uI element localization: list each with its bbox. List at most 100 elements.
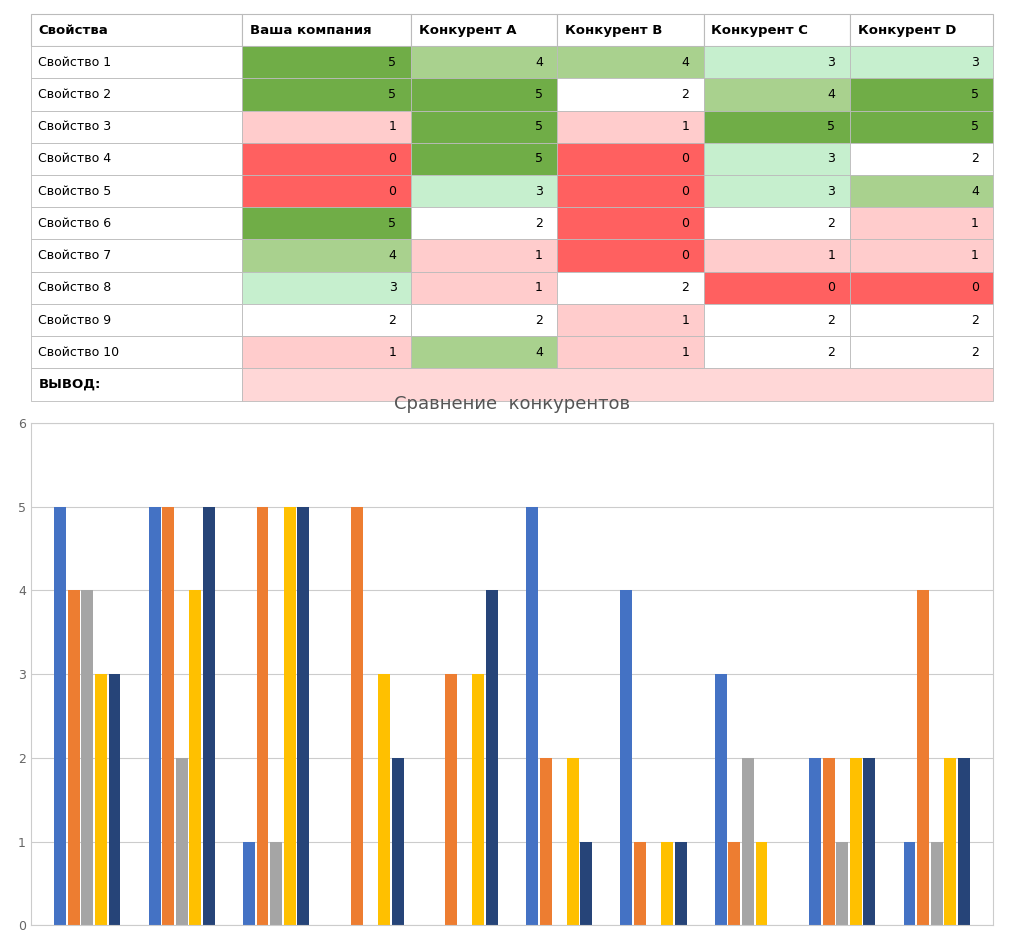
Text: 0: 0 — [681, 217, 689, 230]
Bar — [31, 239, 243, 272]
Bar — [863, 758, 876, 925]
Bar — [703, 175, 850, 207]
Text: 5: 5 — [535, 88, 543, 101]
Bar — [850, 239, 993, 272]
Bar — [31, 336, 243, 368]
Bar — [957, 758, 970, 925]
Bar — [472, 674, 484, 925]
Text: 5: 5 — [388, 88, 396, 101]
Bar — [918, 591, 929, 925]
Bar — [557, 14, 703, 46]
Text: Свойство 9: Свойство 9 — [39, 313, 112, 326]
Text: 5: 5 — [388, 217, 396, 230]
Text: Свойство 1: Свойство 1 — [39, 56, 112, 69]
Bar — [662, 842, 673, 925]
Text: Свойство 7: Свойство 7 — [39, 249, 112, 262]
Text: 2: 2 — [827, 313, 836, 326]
Bar — [411, 239, 557, 272]
Text: 1: 1 — [389, 346, 396, 359]
Bar — [703, 14, 850, 46]
Bar — [411, 304, 557, 336]
Text: 0: 0 — [681, 153, 689, 166]
Bar — [703, 78, 850, 111]
Text: Свойство 8: Свойство 8 — [39, 281, 112, 294]
Bar — [31, 207, 243, 239]
Bar — [742, 758, 754, 925]
Text: 5: 5 — [535, 120, 543, 133]
Bar — [850, 175, 993, 207]
Bar — [557, 336, 703, 368]
Bar — [445, 674, 457, 925]
Text: 1: 1 — [389, 120, 396, 133]
Text: 4: 4 — [827, 88, 836, 101]
Bar — [411, 143, 557, 175]
Text: 2: 2 — [971, 153, 979, 166]
Text: 1: 1 — [681, 120, 689, 133]
Bar — [703, 272, 850, 304]
Text: 4: 4 — [681, 56, 689, 69]
Bar — [557, 207, 703, 239]
Bar — [243, 207, 411, 239]
Bar — [756, 842, 768, 925]
Text: 0: 0 — [971, 281, 979, 294]
Bar — [297, 507, 309, 925]
Text: ВЫВОД:: ВЫВОД: — [39, 378, 100, 391]
Text: 3: 3 — [827, 153, 836, 166]
Text: 5: 5 — [971, 88, 979, 101]
Bar — [931, 842, 943, 925]
Bar — [391, 758, 403, 925]
Bar — [703, 336, 850, 368]
Bar — [31, 78, 243, 111]
Bar — [31, 143, 243, 175]
Text: Свойство 4: Свойство 4 — [39, 153, 112, 166]
Text: 1: 1 — [971, 249, 979, 262]
Bar — [31, 272, 243, 304]
Text: 1: 1 — [827, 249, 836, 262]
Bar — [850, 46, 993, 78]
Text: 2: 2 — [389, 313, 396, 326]
Bar — [109, 674, 121, 925]
Text: 2: 2 — [681, 281, 689, 294]
Bar — [243, 304, 411, 336]
Bar — [526, 507, 538, 925]
Text: Свойство 5: Свойство 5 — [39, 185, 112, 198]
Bar — [411, 78, 557, 111]
Text: 3: 3 — [389, 281, 396, 294]
Text: 2: 2 — [827, 346, 836, 359]
Bar — [557, 304, 703, 336]
Text: Свойство 10: Свойство 10 — [39, 346, 120, 359]
Text: 0: 0 — [388, 153, 396, 166]
Text: 3: 3 — [971, 56, 979, 69]
Bar — [31, 46, 243, 78]
Text: 5: 5 — [388, 56, 396, 69]
Bar — [31, 368, 243, 401]
Text: 3: 3 — [827, 56, 836, 69]
Text: Конкурент С: Конкурент С — [712, 23, 808, 36]
Bar — [486, 591, 498, 925]
Bar — [715, 674, 727, 925]
Bar — [675, 842, 687, 925]
Text: 1: 1 — [535, 281, 543, 294]
Bar — [31, 14, 243, 46]
Bar — [351, 507, 362, 925]
Text: 0: 0 — [827, 281, 836, 294]
Bar — [557, 143, 703, 175]
Text: Свойство 6: Свойство 6 — [39, 217, 112, 230]
Text: 5: 5 — [971, 120, 979, 133]
Text: Свойства: Свойства — [39, 23, 109, 36]
Bar — [850, 143, 993, 175]
Text: 0: 0 — [681, 249, 689, 262]
Bar — [581, 842, 592, 925]
Bar — [540, 758, 552, 925]
Bar — [703, 304, 850, 336]
Bar — [850, 78, 993, 111]
Bar — [557, 239, 703, 272]
Bar — [850, 111, 993, 143]
Bar — [822, 758, 835, 925]
Text: 0: 0 — [681, 185, 689, 198]
Text: 5: 5 — [827, 120, 836, 133]
Bar — [703, 111, 850, 143]
Bar — [243, 272, 411, 304]
Bar — [68, 591, 80, 925]
Bar — [31, 304, 243, 336]
